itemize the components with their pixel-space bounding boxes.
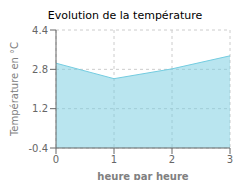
svg-text:1.2: 1.2 — [32, 103, 48, 114]
svg-text:heure par heure: heure par heure — [97, 171, 188, 180]
svg-text:4.4: 4.4 — [32, 25, 48, 36]
svg-text:-0.4: -0.4 — [28, 143, 48, 154]
svg-text:3: 3 — [227, 154, 233, 165]
svg-text:0: 0 — [53, 154, 59, 165]
html-text:Evolution de la température: Evolution de la température — [47, 9, 203, 22]
svg-text:2: 2 — [169, 154, 175, 165]
svg-text:Température en °C: Température en °C — [9, 42, 20, 137]
svg-text:2.8: 2.8 — [32, 64, 48, 75]
svg-text:1: 1 — [111, 154, 117, 165]
